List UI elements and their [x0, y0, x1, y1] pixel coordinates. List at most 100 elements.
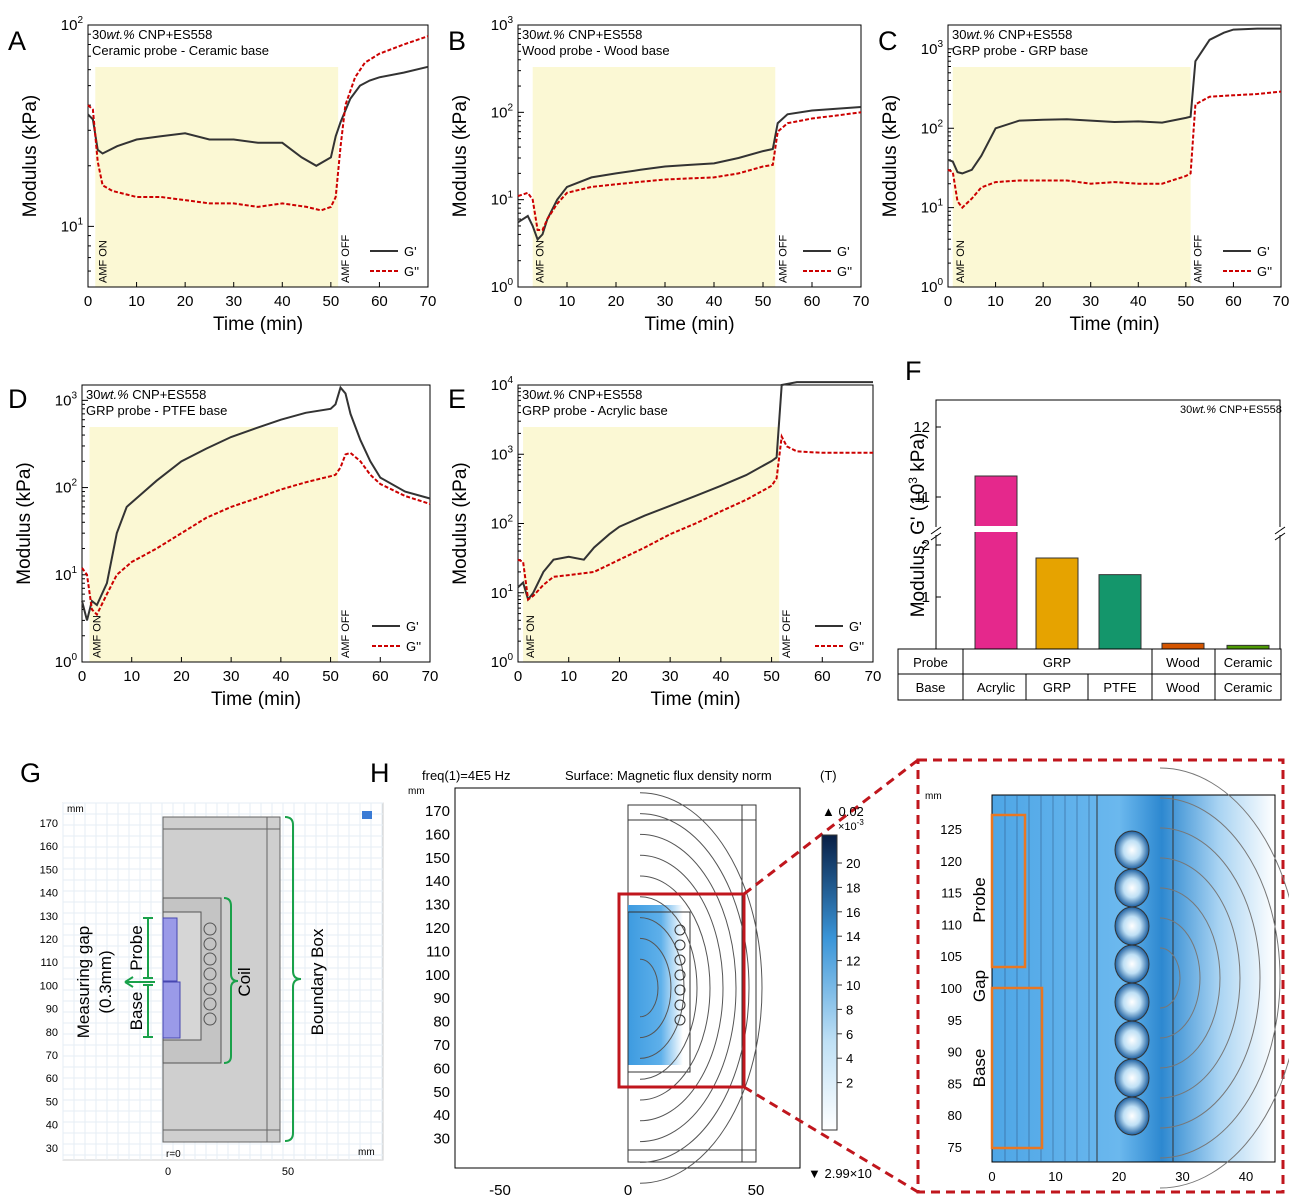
colorbar-max-value: 0.02 [838, 804, 863, 819]
zoom-gap-label: Gap [970, 970, 989, 1002]
x-tick-label: 0 [165, 1166, 171, 1178]
probe-bracket [143, 917, 153, 979]
zoom-field-line [1159, 917, 1201, 1039]
panel-G: Gmm mm 170 160 150 140 130 120 110 100 90 80 70 60 50 4… [20, 758, 384, 1178]
amf-off-label: AMF OFF [1193, 234, 1205, 283]
origin-label: r=0 [166, 1149, 181, 1160]
x-tick-label: 60 [804, 293, 821, 310]
table-base-cell: GRP [1043, 680, 1071, 695]
zoom-field-line [1159, 767, 1289, 1189]
axis-unit-top: mm [67, 804, 84, 815]
zoom-coil-turn [1114, 1058, 1150, 1098]
panel-letter: F [905, 356, 922, 386]
zoom-y-tick-label: 105 [940, 949, 962, 964]
x-tick-label: 30 [662, 668, 679, 685]
y-tick-label: 101 [55, 565, 78, 584]
y-axis-label: Modulus (kPa) [450, 95, 471, 218]
annotation-em: wt.% [536, 27, 564, 42]
x-tick-label: 0 [514, 668, 522, 685]
annotation-post: CNP+ES558 [565, 387, 643, 402]
y-tick-label: 140 [40, 888, 58, 900]
annotation-em: wt.% [106, 27, 134, 42]
series-line [517, 433, 873, 602]
y-label-post: kPa) [908, 433, 929, 477]
colorbar-min-arrow: ▼ [808, 1166, 824, 1181]
zoom-x-tick-label: 30 [1175, 1169, 1189, 1184]
field-line [639, 833, 737, 1143]
coil-turn [674, 939, 686, 951]
y-axis-label: Modulus (kPa) [14, 462, 35, 585]
zoom-field-line [1159, 887, 1221, 1069]
y-tick-label: 50 [433, 1084, 450, 1101]
y-tick-exponent: 1 [507, 190, 513, 201]
series-line [81, 385, 431, 621]
zoom-axis-unit: mm [925, 791, 942, 802]
amf-window [952, 67, 1191, 287]
colorbar-tick-label: 6 [846, 1027, 853, 1042]
x-tick-label: 50 [323, 293, 340, 310]
y-tick-label: 160 [425, 826, 450, 843]
y-tick-exponent: 0 [71, 652, 77, 663]
y-tick-label: 90 [46, 1004, 58, 1016]
y-label-pre: Modulus, G' (10 [908, 484, 929, 618]
y-tick-label: 102 [61, 15, 84, 34]
y-tick-label: 80 [433, 1014, 450, 1031]
coil-turn [203, 922, 217, 936]
coil-turn [674, 954, 686, 966]
coil-turn [674, 999, 686, 1011]
x-tick-label: 40 [273, 668, 290, 685]
y-axis-label: Modulus (kPa) [880, 95, 901, 218]
x-tick-label: 50 [1178, 293, 1195, 310]
y-label-sup: 3 [906, 477, 920, 484]
zoom-x-tick-label: 40 [1239, 1169, 1253, 1184]
y-tick-exponent: 2 [507, 102, 513, 113]
amf-window [89, 427, 339, 662]
y-axis-label: Modulus (kPa) [20, 95, 41, 218]
axis-unit: mm [408, 786, 425, 797]
legend-label-gprime: G' [849, 619, 862, 634]
amf-off-label: AMF OFF [340, 234, 352, 283]
y-tick-label: 160 [40, 841, 58, 853]
coil-region [627, 911, 691, 1073]
base-bracket [143, 984, 153, 1038]
x-axis-label: Time (min) [644, 314, 734, 335]
colorbar-tick-label: 16 [846, 905, 860, 920]
coil-turn [203, 982, 217, 996]
geometry-icon [362, 811, 372, 819]
annotation-pre: 30 [952, 27, 966, 42]
x-tick-label: 20 [608, 293, 625, 310]
amf-off-label: AMF OFF [781, 609, 793, 658]
table-header-probe: Probe [913, 655, 948, 670]
annotation-line-1: 30wt.% CNP+ES558 [522, 387, 642, 402]
zoom-field-line [1159, 827, 1261, 1129]
annotation-em: wt.% [536, 387, 564, 402]
coil-turn [203, 997, 217, 1011]
plot-frame [87, 24, 429, 288]
plot-frame [947, 24, 1282, 288]
amf-off-label: AMF OFF [777, 234, 789, 283]
x-tick-label: 0 [78, 668, 86, 685]
y-axis-label: Modulus, G' (103 kPa) [906, 433, 929, 618]
y-tick-label: 60 [46, 1073, 58, 1085]
amf-window [95, 67, 339, 287]
amf-on-label: AMF ON [97, 240, 109, 283]
amf-on-label: AMF ON [91, 615, 103, 658]
zoom-base-label: Base [970, 1049, 989, 1088]
series-line [517, 381, 873, 602]
table-base-cell: Acrylic [977, 680, 1016, 695]
legend-label-gdoubleprime: G'' [406, 639, 421, 654]
x-tick-label: 70 [865, 668, 882, 685]
annotation-line-2: Ceramic probe - Ceramic base [92, 43, 269, 58]
y-tick-label: 101 [491, 583, 514, 602]
y-tick-label: 102 [491, 514, 514, 533]
y-tick-label: 103 [491, 444, 514, 463]
legend-label-gprime: G' [404, 244, 417, 259]
probe-label: Probe [127, 925, 146, 970]
y-tick-exponent: 1 [507, 583, 513, 594]
x-tick-label: 40 [713, 668, 730, 685]
y-tick-label: 102 [491, 102, 514, 121]
boundary-bracket [284, 816, 302, 1142]
y-tick-label: 150 [40, 864, 58, 876]
colorbar-max: ▲ 0.02 [822, 804, 864, 819]
